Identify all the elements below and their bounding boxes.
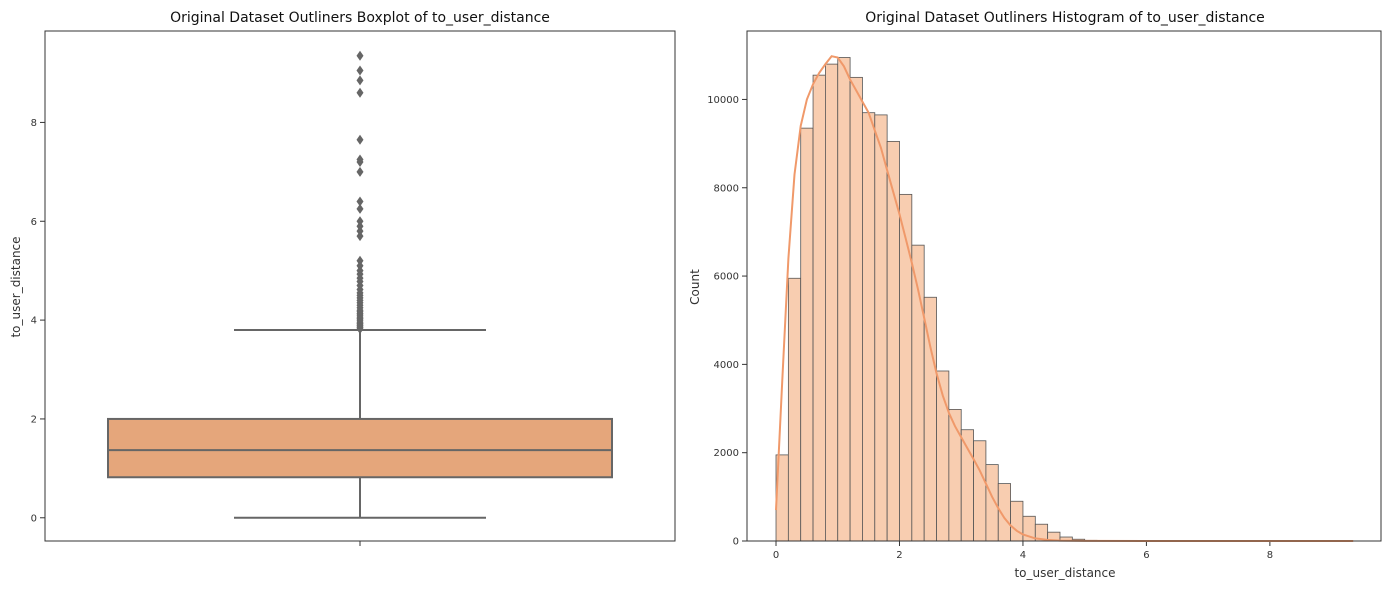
histogram-x-tick-label: 0 — [773, 550, 779, 561]
boxplot-y-tick-label: 8 — [31, 118, 37, 129]
histogram-x-axis-label: to_user_distance — [1014, 566, 1115, 580]
boxplot-outlier-point — [356, 65, 364, 76]
boxplot-title: Original Dataset Outliners Boxplot of to… — [170, 10, 550, 26]
histogram-bars — [775, 57, 1357, 542]
boxplot-outlier-point — [356, 87, 364, 98]
boxplot-body — [107, 50, 613, 519]
histogram-bar — [973, 440, 987, 542]
boxplot-outlier-point — [356, 203, 364, 214]
histogram-y-tick-label: 8000 — [714, 183, 739, 194]
histogram-y-axis-label: Count — [688, 269, 702, 305]
boxplot-axes-frame — [44, 30, 676, 542]
boxplot-y-tick-label: 2 — [31, 414, 37, 425]
histogram-panel: Original Dataset Outliners Histogram of … — [688, 10, 1382, 580]
boxplot-outlier-point — [356, 196, 364, 207]
histogram-x-tick-label: 2 — [896, 550, 902, 561]
histogram-y-tick-label: 4000 — [714, 360, 739, 371]
histogram-bar — [825, 63, 839, 542]
histogram-bar — [923, 296, 937, 542]
histogram-bar — [948, 409, 962, 542]
boxplot-outlier-point — [356, 255, 364, 266]
boxplot-y-tick-label: 6 — [31, 217, 37, 228]
histogram-y-tick-label: 2000 — [714, 448, 739, 459]
histogram-y-tick-label: 10000 — [707, 95, 739, 106]
histogram-bar — [812, 74, 826, 542]
histogram-y-tick-label: 0 — [733, 537, 739, 548]
boxplot-outlier-point — [356, 50, 364, 61]
histogram-x-tick-label: 8 — [1267, 550, 1273, 561]
histogram-bar — [899, 193, 913, 542]
histogram-bar — [849, 76, 863, 542]
boxplot-y-ticks: 0 2 4 6 8 — [31, 118, 45, 524]
histogram-title: Original Dataset Outliners Histogram of … — [865, 10, 1265, 26]
histogram-bar — [862, 112, 876, 542]
histogram-axes-frame — [746, 30, 1382, 542]
histogram-bar — [1010, 500, 1024, 542]
histogram-y-tick-label: 6000 — [714, 272, 739, 283]
histogram-x-ticks: 0 2 4 6 8 — [773, 541, 1273, 561]
boxplot-outlier-point — [356, 75, 364, 86]
histogram-x-tick-label: 6 — [1143, 550, 1149, 561]
histogram-bar — [787, 277, 802, 542]
boxplot-outlier-point — [356, 154, 364, 165]
boxplot-y-tick-label: 4 — [31, 316, 37, 327]
boxplot-outlier-point — [356, 134, 364, 145]
boxplot-outlier-point — [356, 216, 364, 227]
histogram-bar — [886, 140, 900, 542]
boxplot-y-tick-label: 0 — [31, 513, 37, 524]
boxplot-y-axis-label: to_user_distance — [9, 236, 23, 337]
histogram-bar — [837, 57, 851, 542]
boxplot-box — [107, 417, 613, 479]
histogram-bar — [800, 127, 814, 542]
histogram-bar — [874, 114, 888, 542]
histogram-y-ticks: 0 2000 4000 6000 8000 10000 — [707, 95, 747, 548]
histogram-x-tick-label: 4 — [1020, 550, 1026, 561]
boxplot-panel: Original Dataset Outliners Boxplot of to… — [9, 10, 676, 546]
histogram-kde-line — [775, 55, 1354, 542]
boxplot-outlier-point — [356, 166, 364, 177]
